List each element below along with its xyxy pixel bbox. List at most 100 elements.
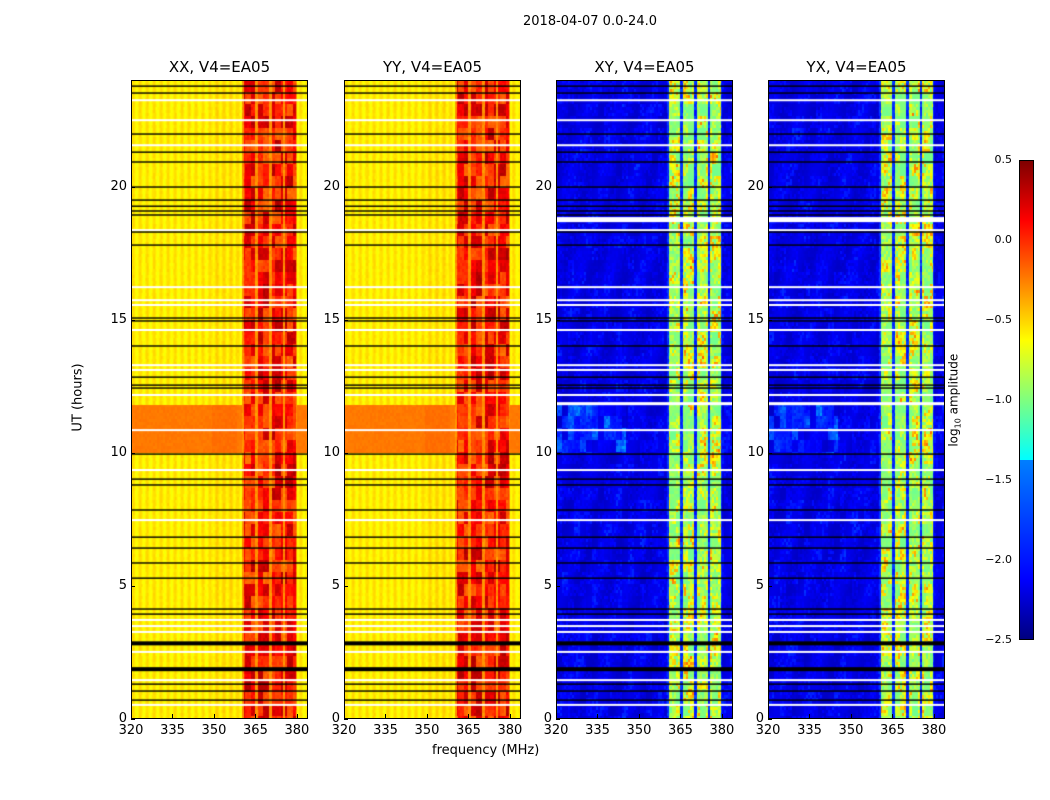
y-tick-mark [131,319,135,321]
colorbar-tick-label: −2.5 [985,633,1012,646]
y-tick-label: 10 [110,444,127,460]
x-tick-mark [892,714,894,718]
y-tick-mark [768,452,772,454]
x-tick-label: 350 [201,723,227,738]
x-tick-mark [597,714,599,718]
colorbar [1019,160,1034,640]
x-tick-mark [933,714,935,718]
y-tick-label: 15 [747,311,764,327]
x-tick-label: 320 [331,723,357,738]
y-tick-mark [131,452,135,454]
figure-title: 2018-04-07 0.0-24.0 [523,14,657,29]
x-tick-mark [468,714,470,718]
x-tick-label: 365 [456,723,481,738]
y-tick-mark [556,186,560,188]
x-tick-label: 335 [797,723,822,738]
x-tick-mark [131,714,132,718]
x-tick-label: 320 [543,723,569,738]
y-tick-label: 20 [110,178,127,194]
x-tick-label: 380 [921,723,947,738]
y-tick-mark [768,719,772,720]
y-tick-label: 10 [747,444,764,460]
y-tick-mark [768,186,772,188]
panel-xy: XY, V4=EA05 0 5 10 15 20 320 335 350 365 380 [535,58,734,738]
x-tick-mark [809,714,811,718]
x-tick-mark [556,714,557,718]
x-tick-mark [172,714,174,718]
y-tick-mark [768,585,772,587]
y-tick-label: 20 [323,178,340,194]
x-tick-label: 350 [838,723,864,738]
y-tick-label: 20 [747,178,764,194]
x-tick-label: 350 [414,723,440,738]
x-tick-mark [296,714,298,718]
y-tick-label: 5 [118,577,127,593]
panel-title: YX, V4=EA05 [806,58,907,76]
y-tick-label: 10 [323,444,340,460]
x-tick-label: 350 [626,723,652,738]
x-tick-mark [721,714,723,718]
y-tick-label: 0 [331,711,340,726]
x-tick-label: 365 [668,723,693,738]
y-tick-mark [768,319,772,321]
x-tick-label: 335 [160,723,185,738]
y-tick-mark [344,452,348,454]
x-tick-label: 320 [755,723,781,738]
y-tick-label: 10 [535,444,552,460]
y-tick-label: 15 [110,311,127,327]
colorbar-tick-label: 0.5 [994,153,1013,166]
panel-xx: XX, V4=EA05 0 5 10 15 20 320 335 350 365 380 [110,58,309,738]
panel-title: XY, V4=EA05 [594,58,695,76]
y-tick-label: 20 [535,178,552,194]
x-tick-label: 380 [497,723,523,738]
axes-frame [344,80,521,719]
colorbar-label: log10 amplitude [946,353,963,447]
colorbar-tick-label: −1.0 [985,393,1012,406]
x-tick-mark [344,714,345,718]
x-tick-mark [426,714,428,718]
y-tick-mark [131,186,135,188]
x-tick-mark [850,714,852,718]
y-tick-mark [344,719,348,720]
y-tick-label: 5 [755,577,764,593]
y-tick-label: 0 [118,711,127,726]
x-axis-label: frequency (MHz) [432,743,540,758]
y-tick-mark [131,719,135,720]
heatmap [131,80,308,719]
axes-frame [131,80,308,719]
colorbar-tick-label: −1.5 [985,473,1012,486]
x-tick-mark [680,714,682,718]
x-tick-label: 380 [709,723,735,738]
x-tick-label: 380 [284,723,310,738]
y-tick-mark [556,719,560,720]
y-tick-label: 5 [331,577,340,593]
y-axis-label: UT (hours) [70,363,86,432]
x-tick-mark [213,714,215,718]
heatmap [344,80,521,719]
axes-frame [556,80,733,719]
panel-title: YY, V4=EA05 [382,58,483,76]
axes-frame [768,80,945,719]
x-tick-mark [509,714,511,718]
panel-yy: YY, V4=EA05 0 5 10 15 20 320 335 350 365 380 [323,58,522,738]
x-tick-label: 365 [880,723,905,738]
colorbar-tick-label: −0.5 [985,313,1012,326]
x-tick-label: 320 [118,723,144,738]
panel-title: XX, V4=EA05 [168,58,271,76]
y-tick-mark [344,319,348,321]
heatmap [556,80,733,719]
x-tick-label: 335 [373,723,398,738]
colorbar-tick-label: 0.0 [994,233,1013,246]
heatmap [768,80,945,719]
y-tick-mark [344,186,348,188]
y-tick-mark [556,585,560,587]
y-tick-mark [556,319,560,321]
x-tick-mark [768,714,769,718]
y-tick-label: 15 [535,311,552,327]
y-tick-mark [556,452,560,454]
panel-yx: YX, V4=EA05 0 5 10 15 20 320 335 350 365 380 [747,58,946,738]
x-tick-mark [385,714,387,718]
x-tick-label: 335 [585,723,610,738]
x-tick-mark [255,714,257,718]
